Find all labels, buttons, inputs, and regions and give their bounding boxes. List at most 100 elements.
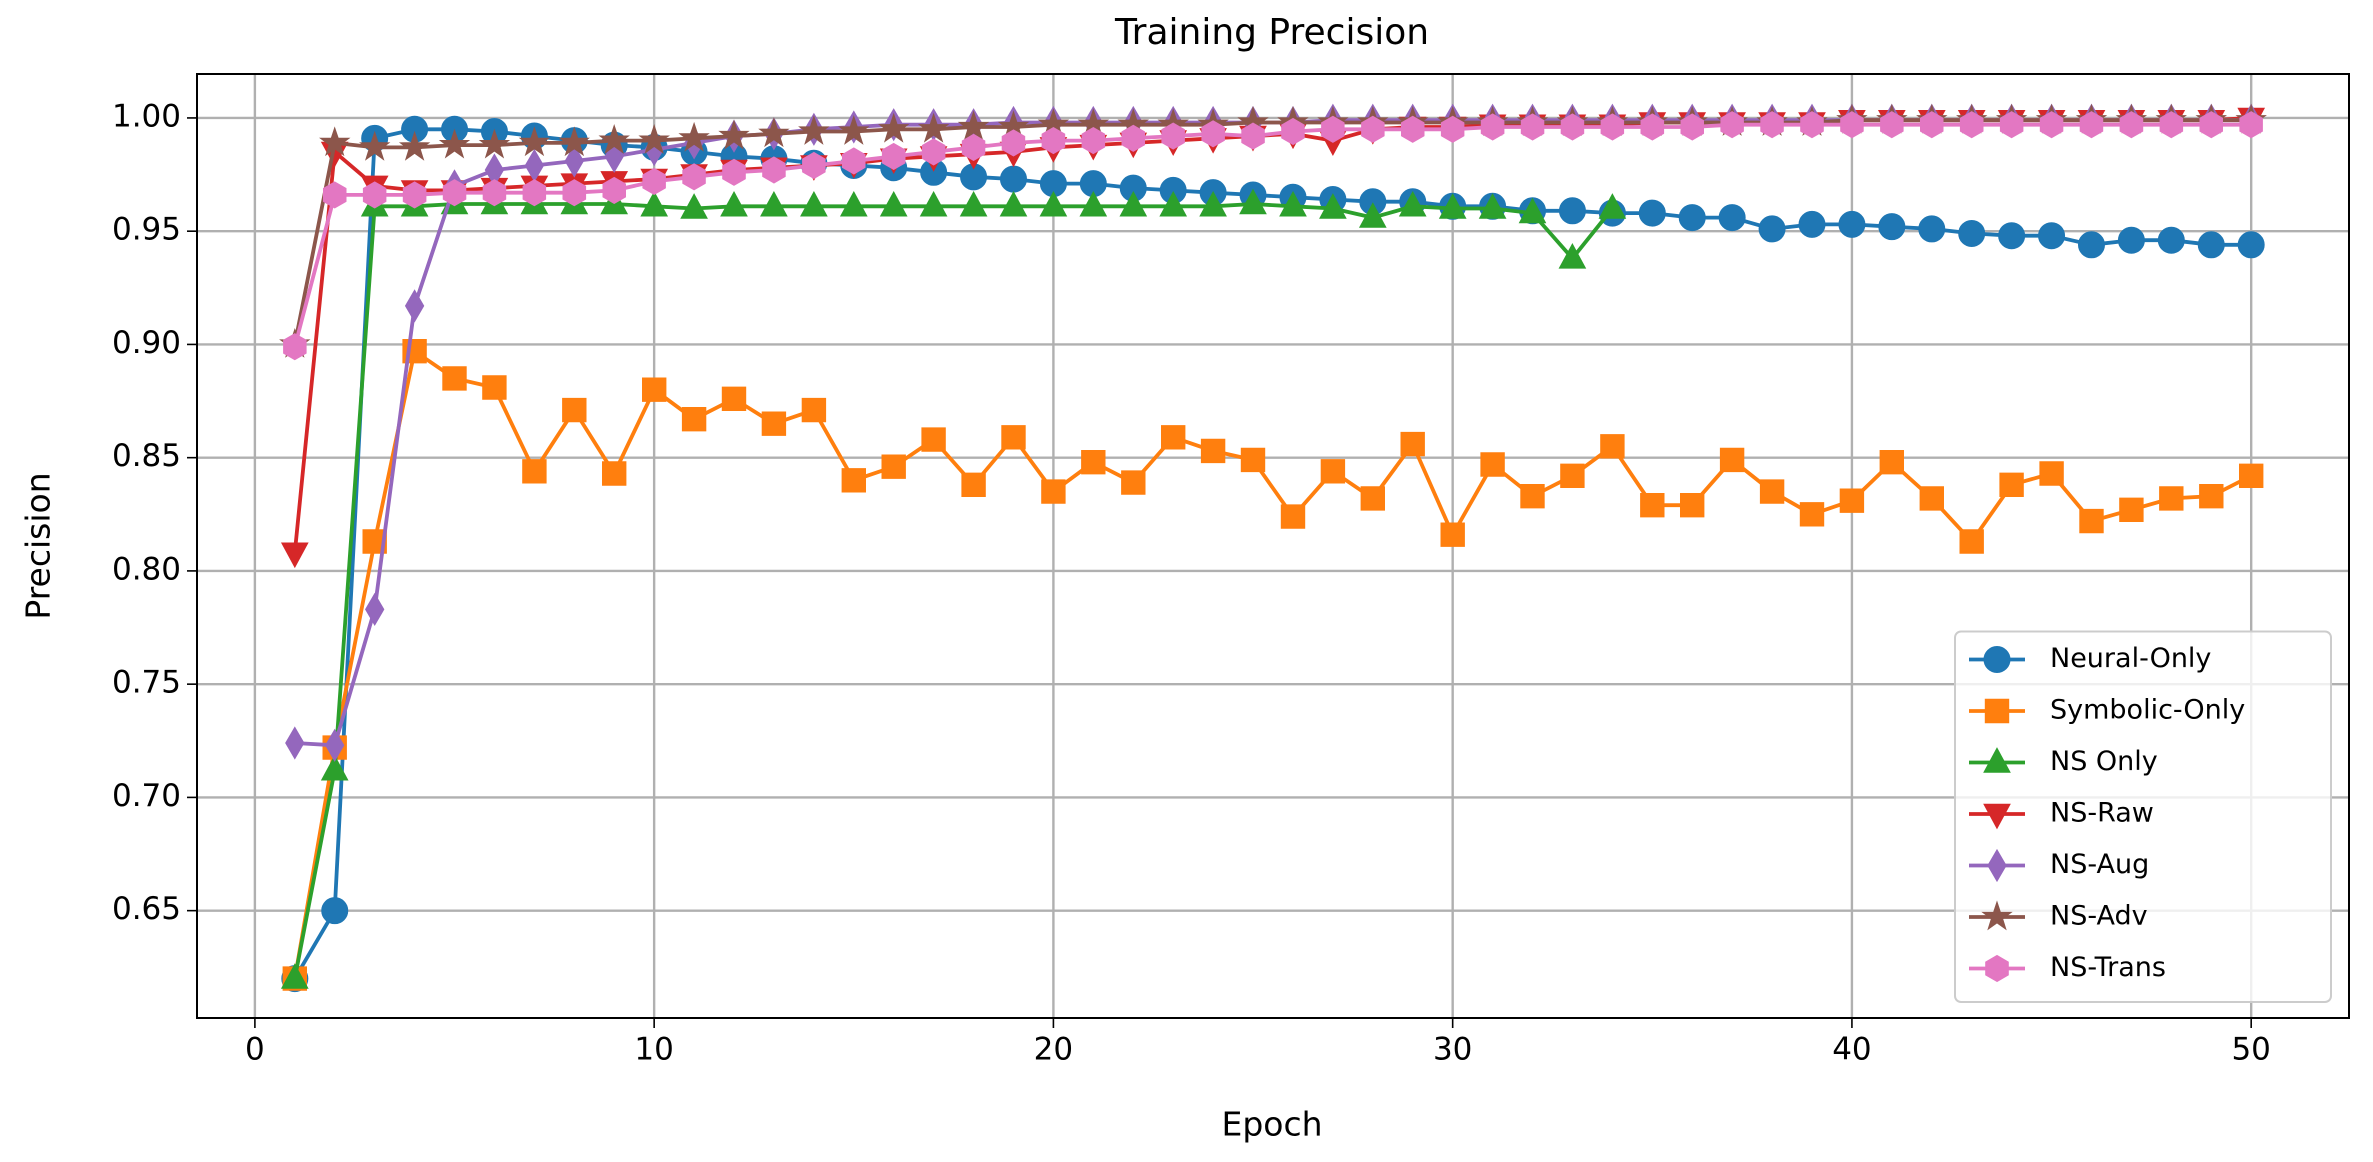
- data-point: [1998, 222, 2026, 250]
- data-point: [2159, 111, 2184, 139]
- data-point: [2199, 484, 2224, 509]
- data-point: [2079, 111, 2104, 139]
- data-point: [642, 377, 667, 402]
- data-point: [598, 124, 630, 154]
- data-point: [2237, 231, 2265, 259]
- data-point: [1079, 190, 1108, 217]
- data-point: [362, 181, 387, 209]
- data-point: [1640, 493, 1665, 518]
- data-point: [1678, 204, 1706, 232]
- data-point: [482, 179, 507, 207]
- data-point: [758, 117, 790, 148]
- data-point: [522, 459, 547, 484]
- data-point: [562, 397, 587, 423]
- data-point: [1159, 190, 1188, 217]
- x-tick-label: 20: [1034, 1032, 1073, 1068]
- data-point: [1840, 111, 1864, 139]
- legend: Neural-Only Symbolic-Only NS Only NS-Raw NS-…: [1954, 630, 2332, 1003]
- data-point: [1480, 452, 1505, 477]
- legend-marker: [1983, 646, 2011, 673]
- data-point: [881, 142, 906, 170]
- data-point: [1999, 472, 2024, 497]
- data-point: [1839, 488, 1865, 513]
- data-point: [1241, 122, 1265, 150]
- data-point: [678, 121, 710, 152]
- data-point: [558, 126, 590, 157]
- x-tick-label: 40: [1832, 1032, 1871, 1068]
- legend-label: Neural-Only: [2050, 643, 2211, 674]
- data-point: [921, 427, 946, 452]
- data-point: [1039, 190, 1068, 217]
- data-point: [2079, 508, 2104, 534]
- data-point: [1879, 450, 1904, 475]
- data-point: [1518, 197, 1547, 224]
- data-point: [1041, 127, 1066, 155]
- data-point: [2239, 111, 2263, 139]
- data-point: [1200, 438, 1226, 464]
- y-tick-label: 0.95: [112, 212, 181, 248]
- data-point: [681, 407, 707, 432]
- data-point: [518, 126, 551, 157]
- data-point: [638, 124, 670, 154]
- data-point: [1720, 111, 1744, 139]
- data-point: [1201, 120, 1225, 148]
- data-point: [321, 897, 349, 925]
- data-point: [522, 179, 547, 207]
- y-axis-label: Precision: [19, 472, 58, 619]
- data-point: [1520, 113, 1545, 141]
- data-point: [2119, 497, 2144, 522]
- data-point: [1319, 193, 1347, 219]
- data-point: [1959, 529, 1984, 554]
- legend-label: NS-Raw: [2050, 798, 2154, 829]
- legend-label: NS-Adv: [2050, 901, 2148, 932]
- data-point: [1280, 504, 1306, 529]
- legend-marker: [1981, 900, 2013, 931]
- data-point: [800, 190, 828, 217]
- data-point: [283, 333, 307, 361]
- data-point: [841, 468, 866, 493]
- data-point: [1638, 199, 1666, 227]
- data-point: [1161, 122, 1185, 150]
- data-point: [2157, 226, 2185, 254]
- data-point: [2119, 111, 2144, 139]
- x-tick-label: 10: [634, 1032, 673, 1068]
- data-point: [1598, 193, 1627, 219]
- data-point: [921, 138, 946, 166]
- data-point: [562, 179, 587, 207]
- data-point: [402, 181, 427, 209]
- data-point: [320, 754, 349, 781]
- data-point: [1398, 190, 1427, 217]
- data-point: [838, 115, 870, 145]
- data-point: [879, 190, 908, 217]
- data-point: [1478, 193, 1507, 219]
- data-point: [319, 126, 351, 157]
- plot-frame: [196, 73, 2350, 1019]
- data-point: [1798, 210, 1826, 238]
- data-point: [2038, 222, 2066, 250]
- data-point: [2239, 463, 2264, 488]
- data-point: [1119, 190, 1148, 217]
- data-point: [761, 411, 787, 436]
- data-point: [801, 397, 827, 423]
- data-point: [1920, 111, 1944, 139]
- data-point: [1758, 215, 1786, 243]
- data-point: [722, 158, 746, 186]
- data-point: [280, 542, 309, 569]
- x-tick-label: 50: [2231, 1032, 2270, 1068]
- y-tick-label: 1.00: [112, 98, 181, 134]
- data-point: [280, 963, 309, 989]
- data-point: [1878, 213, 1906, 241]
- data-point: [1239, 188, 1267, 215]
- y-tick-label: 0.80: [112, 551, 181, 587]
- y-tick-label: 0.75: [112, 665, 181, 701]
- data-point: [1279, 190, 1307, 217]
- data-point: [1480, 113, 1505, 141]
- data-point: [285, 726, 305, 760]
- data-point: [438, 128, 471, 159]
- data-point: [1361, 115, 1385, 143]
- data-point: [802, 151, 826, 180]
- legend-marker: [1984, 698, 2010, 724]
- data-point: [365, 592, 385, 626]
- data-point: [798, 115, 830, 145]
